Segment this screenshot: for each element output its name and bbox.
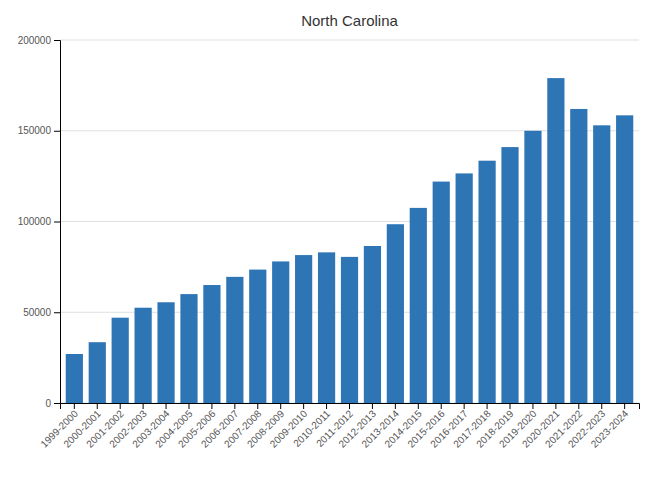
y-tick-label: 150000 — [18, 125, 52, 136]
bar — [478, 161, 495, 403]
chart: 1999-20002000-20012001-20022002-20032003… — [0, 0, 659, 483]
title: North Carolina — [301, 12, 398, 29]
x-tick-mark — [166, 403, 167, 409]
y-tick: 50000 — [23, 307, 60, 318]
x-tick-mark — [97, 403, 98, 409]
bar — [593, 125, 610, 403]
y-tick: 0 — [45, 398, 60, 409]
x-tick-mark — [555, 403, 556, 409]
x-tick-mark — [120, 403, 121, 409]
bar — [456, 173, 473, 403]
bar — [180, 294, 197, 403]
y-tick-mark — [54, 131, 60, 132]
bar — [226, 277, 243, 403]
y-tick: 100000 — [18, 216, 60, 227]
x-tick-mark — [601, 403, 602, 409]
grid — [60, 40, 639, 403]
x-tick-mark — [234, 403, 235, 409]
plot: 1999-20002000-20012001-20022002-20032003… — [18, 35, 640, 450]
bar — [501, 147, 518, 403]
bar — [203, 285, 220, 403]
bar — [341, 257, 358, 403]
bar — [272, 261, 289, 403]
y-tick-label: 50000 — [23, 307, 51, 318]
x-tick-mark — [303, 403, 304, 409]
bar — [66, 354, 83, 403]
x-tick-mark — [418, 403, 419, 409]
x-axis: 1999-20002000-20012001-20022002-20032003… — [38, 403, 639, 450]
y-tick-mark — [54, 312, 60, 313]
x-tick-mark — [143, 403, 144, 409]
x-tick: 2023-2024 — [589, 403, 631, 450]
x-tick-mark — [74, 403, 75, 409]
bar — [157, 302, 174, 403]
bar — [616, 115, 633, 403]
x-tick-mark — [441, 403, 442, 409]
x-tick-mark — [188, 403, 189, 409]
bar — [364, 246, 381, 403]
x-tick-mark — [464, 403, 465, 409]
x-tick-label: 2023-2024 — [589, 408, 631, 450]
y-tick-mark — [54, 403, 60, 404]
x-tick-mark — [487, 403, 488, 409]
y-tick-mark — [54, 40, 60, 41]
x-tick-mark — [510, 403, 511, 409]
bar — [570, 109, 587, 403]
y-tick-label: 0 — [45, 398, 51, 409]
bar — [524, 131, 541, 403]
y-tick: 200000 — [18, 35, 60, 46]
x-tick-mark — [326, 403, 327, 409]
bar — [410, 208, 427, 403]
y-axis: 0 50000 100000 150000 200000 — [18, 35, 61, 409]
y-tick-label: 200000 — [18, 35, 52, 46]
x-tick-mark — [257, 403, 258, 409]
bar — [135, 308, 152, 403]
y-tick-label: 100000 — [18, 216, 52, 227]
bar — [318, 252, 335, 403]
y-tick-mark — [54, 222, 60, 223]
x-tick-mark — [532, 403, 533, 409]
bar — [387, 224, 404, 403]
bar — [433, 182, 450, 403]
x-tick-mark — [211, 403, 212, 409]
y-tick: 150000 — [18, 125, 60, 136]
y-axis-line — [54, 41, 61, 404]
x-tick-mark — [624, 403, 625, 409]
x-tick-mark — [349, 403, 350, 409]
bars — [66, 78, 634, 403]
bar — [89, 342, 106, 403]
x-tick-mark — [395, 403, 396, 409]
grid-line — [60, 40, 639, 41]
x-tick-mark — [280, 403, 281, 409]
x-tick-mark — [372, 403, 373, 409]
x-tick-mark — [578, 403, 579, 409]
bar — [295, 255, 312, 403]
bar — [249, 270, 266, 403]
bar — [547, 78, 564, 403]
bar — [112, 318, 129, 403]
